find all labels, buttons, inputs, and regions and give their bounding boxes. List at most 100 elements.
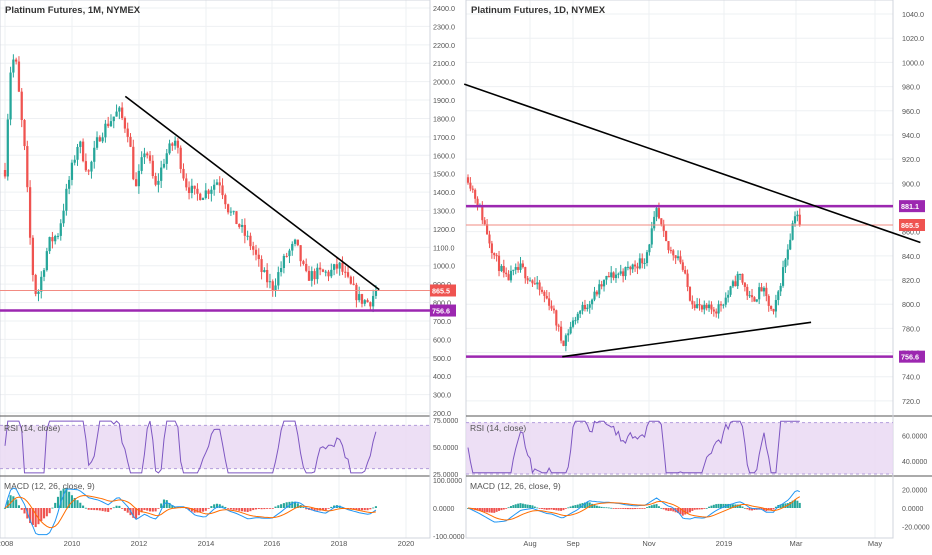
candle-body [95,137,99,148]
macd-histogram-bar [321,508,324,511]
macd-histogram-bar [517,503,520,508]
macd-histogram-bar [118,505,121,508]
macd-histogram-bar [227,508,230,509]
candle-body [796,214,799,217]
macd-histogram-bar [555,508,558,511]
candle-body [762,287,766,292]
macd-histogram-bar [791,500,794,508]
macd-histogram-bar [271,508,274,509]
candle-body [254,249,258,255]
candle-body [767,296,770,306]
candle-body [591,299,594,305]
macd-histogram-bar [107,508,110,512]
candle-body [471,188,474,190]
candle-body [160,167,163,181]
candle-body [363,300,366,304]
macd-histogram-bar [146,508,149,511]
candle-body [610,272,613,278]
candle-body [338,262,341,269]
macd-histogram-bar [686,508,689,514]
candle-body [727,294,730,298]
macd-histogram-bar [746,508,749,510]
candle-body [232,211,235,213]
candle-body [793,216,797,224]
candle-body [619,271,622,274]
price-tick-label: 2200.0 [433,41,455,50]
macd-histogram-bar [56,496,60,508]
candle-body [488,234,491,244]
macd-histogram-bar [688,508,691,513]
candle-body [495,255,498,257]
candle-body [598,284,601,295]
time-tick-label: 2020 [398,539,415,548]
candle-body [87,170,90,172]
macd-histogram-bar [330,506,333,508]
candle-body [118,107,121,112]
candle-body [588,304,591,308]
macd-histogram-bar [483,508,486,512]
macd-histogram-bar [235,508,238,511]
rsi-band [466,422,893,474]
macd-histogram-bar [610,507,613,509]
candle-body [789,239,792,250]
candle-body [129,136,132,147]
price-tick-label: 2000.0 [433,78,455,87]
candle-body [466,177,470,183]
left-chart-title: Platinum Futures, 1M, NYMEX [5,5,141,16]
left-rsi-label: RSI (14, close) [4,423,60,433]
candle-body [583,304,587,310]
macd-histogram-bar [600,506,603,508]
candle-body [676,256,680,259]
candle-body [366,300,369,303]
macd-histogram-bar [667,508,670,512]
rsi-tick-label: 25.0000 [433,472,458,479]
macd-histogram-bar [653,504,656,508]
macd-histogram-bar [586,502,589,508]
macd-histogram-bar [296,503,299,508]
candle-body [770,305,773,310]
candle-body [734,281,737,287]
macd-histogram-bar [567,507,570,509]
candle-body [185,178,188,188]
candle-body [562,340,565,346]
candle-body [476,198,479,207]
macd-histogram-bar [238,508,241,511]
macd-histogram-bar [638,508,641,509]
macd-histogram-bar [591,503,594,508]
candle-body [238,224,241,227]
macd-histogram-bar [215,503,219,508]
candle-body [70,162,74,180]
macd-histogram-bar [157,508,160,509]
macd-histogram-bar [731,504,734,508]
candle-body [324,271,327,273]
price-tick-label: 920.0 [902,155,920,164]
macd-signal-line [4,495,376,529]
candle-body [474,189,477,199]
macd-line [4,487,377,536]
price-badge [430,284,456,297]
candle-body [679,256,682,263]
time-tick-label: 2012 [131,539,148,548]
candle-body [509,270,513,281]
candle-body [703,304,706,310]
macd-histogram-bar [257,508,260,509]
macd-histogram-bar [588,502,591,508]
macd-histogram-bar [669,508,672,511]
candle-body [696,304,699,309]
candle-body [157,180,160,185]
candle-body [531,280,534,284]
time-tick-label: Nov [642,539,656,548]
macd-histogram-bar [626,508,629,510]
candle-body [299,245,302,262]
candle-body [171,143,174,146]
candle-body [638,258,641,269]
candle-body [137,170,141,187]
macd-histogram-bar [495,508,498,512]
candle-body [521,263,524,268]
macd-histogram-bar [241,508,244,512]
candle-body [739,273,742,275]
candle-body [319,267,322,270]
macd-histogram-bar [751,508,754,511]
macd-histogram-bar [677,508,680,514]
macd-histogram-bar [798,502,801,508]
